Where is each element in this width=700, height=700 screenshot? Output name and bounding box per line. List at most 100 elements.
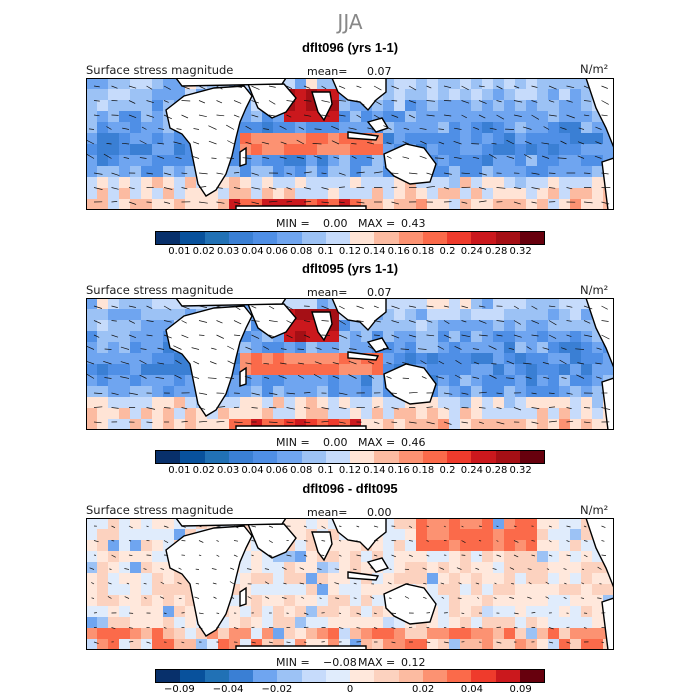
field-cell: [339, 595, 351, 607]
field-cell: [328, 155, 340, 167]
field-cell: [427, 628, 439, 640]
field-cell: [559, 89, 571, 101]
field-cell: [350, 111, 362, 123]
field-cell: [174, 166, 186, 178]
field-cell: [570, 331, 582, 343]
field-cell: [119, 111, 131, 123]
stress-vector: [198, 392, 208, 395]
field-cell: [361, 144, 373, 156]
colorbar-swatch: [471, 670, 496, 682]
field-cell: [251, 408, 263, 420]
field-cell: [295, 111, 307, 123]
stress-vector: [227, 360, 235, 365]
field-cell: [548, 353, 560, 365]
stress-vector: [181, 320, 187, 324]
stress-vector: [280, 348, 287, 350]
stress-vector: [566, 420, 574, 423]
colorbar-swatch: [374, 232, 399, 244]
field-cell: [339, 551, 351, 563]
field-cell: [537, 386, 549, 398]
field-cell: [537, 397, 549, 409]
field-cell: [460, 584, 472, 596]
field-cell: [515, 595, 527, 607]
field-cell: [152, 364, 164, 376]
field-cell: [394, 617, 406, 629]
field-cell: [86, 639, 98, 650]
field-cell: [416, 111, 428, 123]
stress-vector: [408, 100, 417, 104]
field-cell: [416, 573, 428, 585]
field-cell: [537, 551, 549, 563]
field-cell: [273, 573, 285, 585]
field-cell: [548, 144, 560, 156]
field-cell: [141, 386, 153, 398]
field-cell: [108, 386, 120, 398]
field-cell: [350, 419, 362, 430]
field-cell: [471, 386, 483, 398]
stress-vector: [146, 407, 156, 410]
stress-vector: [408, 421, 417, 424]
stress-vector: [233, 172, 240, 174]
field-cell: [152, 166, 164, 178]
stress-vectors: [86, 85, 611, 205]
field-cell: [515, 419, 527, 430]
mean-value: 0.07: [367, 286, 392, 299]
field-cell: [240, 628, 252, 640]
field-cell: [449, 408, 461, 420]
colorbar-swatch: [495, 451, 520, 463]
field-cell: [581, 199, 593, 210]
stress-vector: [408, 334, 417, 338]
stress-vector: [422, 596, 427, 599]
mean-label: mean=: [307, 286, 348, 299]
field-cell: [97, 199, 109, 210]
field-cell: [548, 397, 560, 409]
field-cell: [526, 133, 538, 145]
stress-vector: [496, 114, 505, 120]
field-cell: [130, 89, 142, 101]
max-value: 0.46: [401, 436, 426, 449]
field-cell: [119, 309, 131, 321]
field-cell: [581, 606, 593, 618]
field-cell: [394, 518, 406, 530]
field-cell: [229, 155, 241, 167]
field-cell: [537, 122, 549, 134]
field-cell: [339, 386, 351, 398]
stress-vector: [225, 377, 235, 379]
field-cell: [471, 573, 483, 585]
field-cell: [350, 617, 362, 629]
stress-vector: [251, 334, 260, 339]
field-cell: [97, 155, 109, 167]
field-cell: [295, 518, 307, 530]
field-cell: [438, 133, 450, 145]
field-cell: [262, 551, 274, 563]
stress-vector: [513, 305, 519, 310]
field-cell: [471, 144, 483, 156]
field-cell: [548, 111, 560, 123]
colorbar-tick-label: 0.16: [387, 465, 410, 476]
stress-vector: [93, 641, 99, 644]
stress-vector: [548, 187, 556, 189]
stress-vector: [548, 540, 552, 543]
colorbar-tick-label: 0.18: [411, 465, 435, 476]
field-cell: [537, 573, 549, 585]
field-cell: [306, 595, 318, 607]
stress-vector: [120, 346, 130, 350]
field-cell: [559, 144, 571, 156]
field-cell: [328, 89, 340, 101]
field-cell: [240, 386, 252, 398]
stress-vector: [216, 305, 223, 308]
stress-vector: [443, 421, 452, 425]
field-cell: [141, 364, 153, 376]
field-cell: [273, 144, 285, 156]
stress-vector: [356, 305, 364, 309]
field-cell: [306, 111, 318, 123]
field-cell: [394, 639, 406, 650]
field-cell: [471, 78, 483, 90]
field-cell: [460, 364, 472, 376]
stress-vector: [443, 85, 452, 89]
stress-vector: [461, 114, 467, 119]
coastline: [165, 305, 253, 417]
field-cell: [317, 606, 329, 618]
stress-vector: [286, 407, 295, 410]
field-cell: [438, 562, 450, 574]
